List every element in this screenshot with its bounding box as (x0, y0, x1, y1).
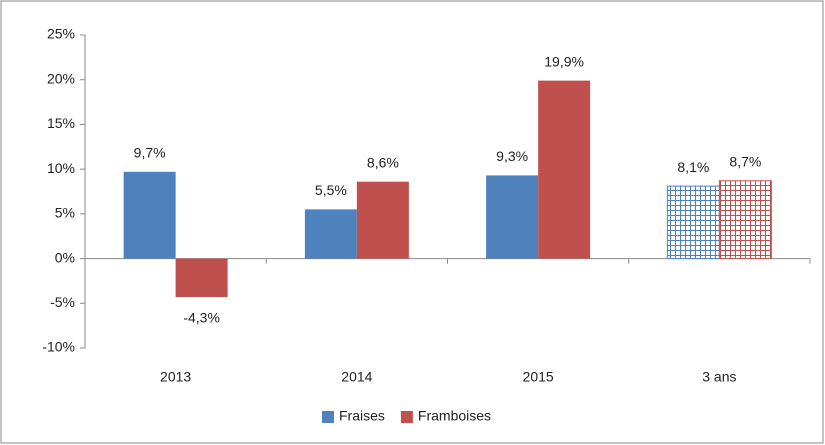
y-tick-label: -5% (50, 294, 75, 310)
legend-label: Framboises (418, 408, 491, 424)
bar (538, 80, 591, 259)
legend-swatch (400, 411, 413, 423)
y-tick-label: 15% (47, 115, 75, 131)
value-label: 8,6% (367, 154, 399, 170)
x-tick-label: 2015 (523, 369, 554, 385)
value-label: 9,7% (134, 145, 166, 161)
legend-swatch (322, 411, 334, 423)
x-tick-label: 2013 (160, 369, 191, 385)
y-tick-label: 25% (47, 26, 75, 42)
y-tick-label: 5% (55, 205, 75, 221)
bar (123, 171, 176, 259)
y-tick-label: 10% (47, 160, 75, 176)
y-tick-label: -10% (42, 339, 75, 355)
x-tick-label: 3 ans (702, 369, 736, 385)
bar (486, 175, 539, 259)
value-label: -4,3% (183, 310, 220, 326)
x-tick-label: 2014 (341, 369, 372, 385)
bar (356, 181, 409, 259)
y-tick-label: 20% (47, 70, 75, 86)
bar (718, 180, 772, 260)
value-label: 8,1% (677, 159, 709, 175)
legend-label: Fraises (339, 408, 385, 424)
value-label: 9,3% (496, 148, 528, 164)
value-label: 8,7% (729, 153, 761, 169)
value-label: 19,9% (544, 53, 584, 69)
value-label: 5,5% (315, 182, 347, 198)
bar (175, 258, 228, 298)
bar (304, 209, 357, 259)
y-tick-label: 0% (55, 249, 75, 265)
bar (666, 185, 720, 260)
